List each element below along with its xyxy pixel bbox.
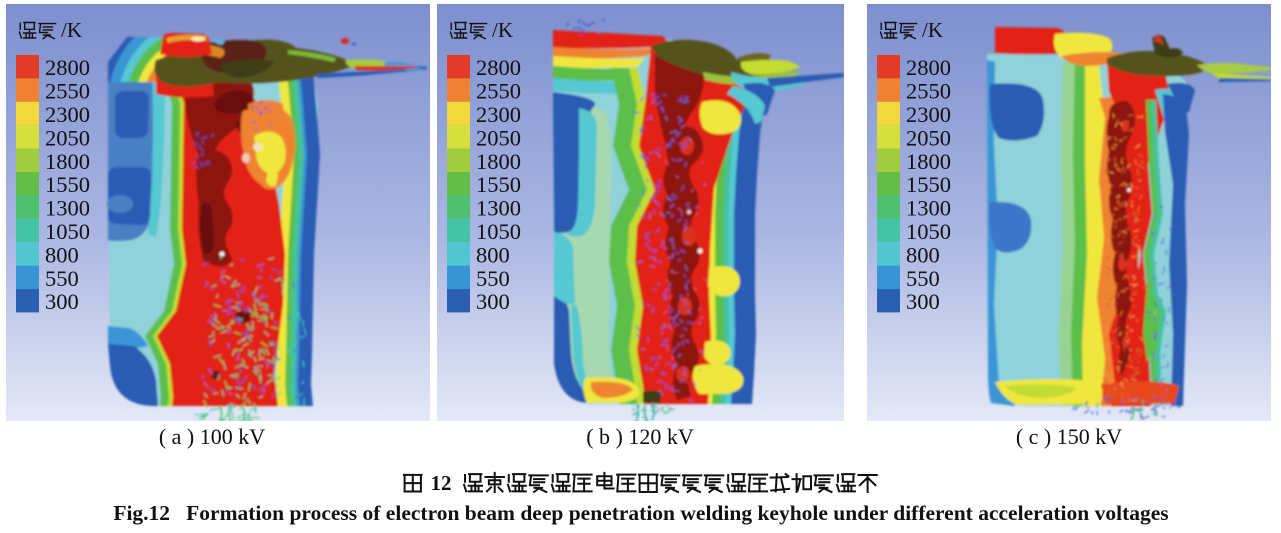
svg-text:2800: 2800 — [476, 55, 521, 80]
svg-text:550: 550 — [476, 266, 510, 291]
svg-text:1800: 1800 — [476, 149, 521, 174]
svg-text:1550: 1550 — [906, 172, 951, 197]
svg-text:( a ) 100 kV: ( a ) 100 kV — [159, 424, 265, 449]
svg-text:1300: 1300 — [45, 196, 90, 221]
svg-text:800: 800 — [45, 242, 79, 267]
svg-text:1550: 1550 — [476, 172, 521, 197]
svg-text:/K: /K — [492, 18, 513, 42]
svg-text:2050: 2050 — [45, 125, 90, 150]
svg-text:300: 300 — [906, 289, 940, 314]
svg-text:( b ) 120 kV: ( b ) 120 kV — [586, 424, 694, 449]
svg-text:550: 550 — [906, 266, 940, 291]
svg-text:12: 12 — [431, 471, 452, 495]
svg-text:2050: 2050 — [906, 125, 951, 150]
svg-text:1550: 1550 — [45, 172, 90, 197]
svg-text:2300: 2300 — [906, 102, 951, 127]
svg-text:800: 800 — [476, 242, 510, 267]
svg-text:2800: 2800 — [45, 55, 90, 80]
svg-text:2300: 2300 — [476, 102, 521, 127]
svg-text:/K: /K — [61, 18, 82, 42]
svg-text:800: 800 — [906, 242, 940, 267]
svg-text:1050: 1050 — [476, 219, 521, 244]
svg-text:2300: 2300 — [45, 102, 90, 127]
svg-text:1800: 1800 — [906, 149, 951, 174]
svg-text:2050: 2050 — [476, 125, 521, 150]
svg-text:300: 300 — [476, 289, 510, 314]
svg-text:1800: 1800 — [45, 149, 90, 174]
svg-text:1050: 1050 — [45, 219, 90, 244]
svg-text:1300: 1300 — [476, 196, 521, 221]
svg-text:550: 550 — [45, 266, 79, 291]
svg-text:2550: 2550 — [45, 79, 90, 104]
svg-text:2550: 2550 — [906, 79, 951, 104]
svg-text:2550: 2550 — [476, 79, 521, 104]
svg-text:/K: /K — [922, 18, 943, 42]
svg-text:Fig.12 Formation process of: Fig.12 Formation process of electron bea… — [113, 501, 1168, 525]
svg-text:2800: 2800 — [906, 55, 951, 80]
svg-text:1300: 1300 — [906, 196, 951, 221]
svg-text:( c ) 150 kV: ( c ) 150 kV — [1016, 424, 1122, 449]
svg-text:1050: 1050 — [906, 219, 951, 244]
svg-text:300: 300 — [45, 289, 79, 314]
